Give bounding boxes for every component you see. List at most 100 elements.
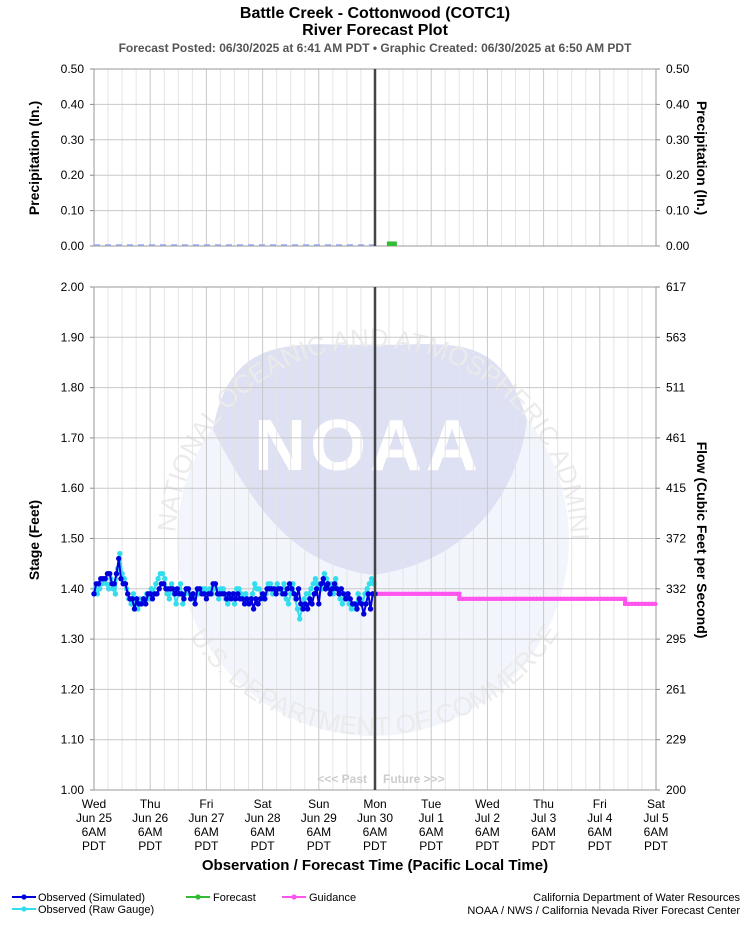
guidance-point [433, 591, 438, 597]
legend-forecast-marker [195, 894, 201, 900]
guidance-point [578, 596, 583, 602]
observed-simulated-point [365, 591, 371, 597]
guidance-point [430, 591, 435, 597]
y-tick-label-right: 415 [666, 481, 686, 495]
y-tick-label-right: 261 [666, 682, 686, 696]
watermark-circle-icon [177, 344, 569, 736]
observed-raw-point [296, 616, 303, 622]
legend-guidance-marker [291, 894, 297, 900]
observed-simulated-point [356, 596, 362, 602]
guidance-point [643, 601, 648, 607]
observed-raw-point [225, 601, 231, 607]
observed-simulated-point [91, 591, 97, 597]
legend-observed-raw: Observed (Raw Gauge) [38, 904, 154, 916]
x-tick-label: Tue Jul 1 6AM PDT [419, 797, 445, 853]
observed-simulated-point [257, 596, 264, 602]
x-tick-label: Sat Jun 28 6AM PDT [245, 797, 281, 853]
guidance-point [615, 596, 620, 602]
y-tick-label-right: 229 [666, 733, 686, 747]
observed-raw-point [364, 586, 370, 592]
observed-simulated-point [273, 591, 279, 597]
observed-simulated-point [147, 591, 153, 597]
observed-simulated-point [358, 601, 365, 607]
chart-subtitle: River Forecast Plot [302, 22, 449, 39]
observed-simulated-point [340, 591, 347, 597]
observed-simulated-point [140, 596, 147, 602]
observed-simulated-point [302, 601, 309, 607]
observed-simulated-point [113, 571, 120, 577]
observed-simulated-point [367, 606, 374, 612]
observed-raw-point [243, 591, 249, 597]
observed-simulated-point [156, 586, 162, 592]
observed-simulated-point [246, 601, 252, 607]
guidance-point [514, 596, 519, 602]
observed-raw-point [332, 576, 339, 582]
observed-raw-point [249, 591, 256, 597]
guidance-point [477, 596, 482, 602]
y-tick-label-right: 200 [666, 783, 686, 797]
observed-simulated-point [174, 586, 180, 592]
guidance-point [517, 596, 523, 602]
noaa-watermark: NOAA NATIONAL OCEANIC AND ATMOSPHERIC AD… [0, 0, 595, 741]
guidance-point [379, 591, 384, 597]
observed-simulated-point [187, 596, 194, 602]
y-tick-label: 1.70 [61, 431, 85, 445]
observed-raw-point [168, 581, 175, 587]
guidance-point [568, 596, 573, 602]
observed-simulated-point [354, 606, 360, 612]
observed-raw-point [366, 581, 373, 587]
x-tick-label: Thu Jun 26 6AM PDT [132, 797, 168, 853]
chart-meta: Forecast Posted: 06/30/2025 at 6:41 AM P… [119, 41, 633, 55]
observed-raw-point [110, 586, 116, 592]
flow-right-axis-title: Flow (Cubic Feet per Second) [694, 442, 710, 639]
x-tick-label: Fri Jul 4 6AM PDT [587, 797, 613, 853]
observed-simulated-point [241, 601, 248, 607]
guidance-point [470, 596, 475, 602]
legend-observed-simulated: Observed (Simulated) [38, 892, 145, 904]
observed-simulated-point [248, 596, 255, 602]
observed-simulated-point [289, 586, 295, 592]
y-tick-label: 1.00 [61, 783, 85, 797]
legend: Observed (Simulated) Observed (Raw Gauge… [12, 892, 356, 916]
y-tick-label-right: 511 [666, 381, 685, 395]
y-tick-label: 1.60 [61, 481, 85, 495]
x-tick-label: Thu Jul 3 6AM PDT [531, 797, 557, 853]
observed-raw-point [312, 576, 319, 582]
observed-simulated-point [232, 596, 239, 602]
observed-raw-point [164, 591, 170, 597]
y-tick-label: 0.30 [61, 133, 85, 147]
observed-simulated-point [226, 591, 232, 597]
observed-simulated-point [309, 601, 315, 607]
chart-title: Battle Creek - Cottonwood (COTC1) [240, 5, 510, 22]
legend-forecast: Forecast [213, 892, 256, 904]
guidance-point [409, 591, 415, 597]
x-tick-label: Mon Jun 30 6AM PDT [357, 797, 393, 853]
observed-raw-point [256, 586, 262, 592]
observed-simulated-point [235, 591, 241, 597]
observed-simulated-point [181, 596, 187, 602]
observed-simulated-point [212, 581, 219, 587]
guidance-point [626, 601, 631, 607]
observed-simulated-point [313, 586, 320, 592]
observed-simulated-point [282, 591, 288, 597]
observed-raw-point [368, 576, 375, 582]
guidance-point [521, 596, 526, 602]
observed-simulated-point [230, 591, 237, 597]
guidance-point [653, 601, 658, 607]
legend-sim-marker [21, 894, 27, 900]
observed-raw-point [267, 581, 274, 587]
guidance-point [646, 601, 651, 607]
observed-raw-point [177, 581, 184, 587]
observed-simulated-point [228, 596, 234, 602]
observed-simulated-point [363, 601, 369, 607]
credit-line-2: NOAA / NWS / California Nevada River For… [467, 905, 740, 917]
guidance-point [403, 591, 408, 597]
guidance-point [595, 596, 600, 602]
x-axis-title: Observation / Forecast Time (Pacific Loc… [202, 857, 548, 874]
guidance-point [416, 591, 422, 597]
observed-raw-point [274, 581, 280, 587]
guidance-point [618, 596, 624, 602]
guidance-point [571, 596, 577, 602]
stage-grid: 1.00 200 1.10 229 1.20 261 1.30 295 1.40 332 1.50 3… [61, 280, 687, 797]
observed-simulated-point [154, 591, 160, 597]
